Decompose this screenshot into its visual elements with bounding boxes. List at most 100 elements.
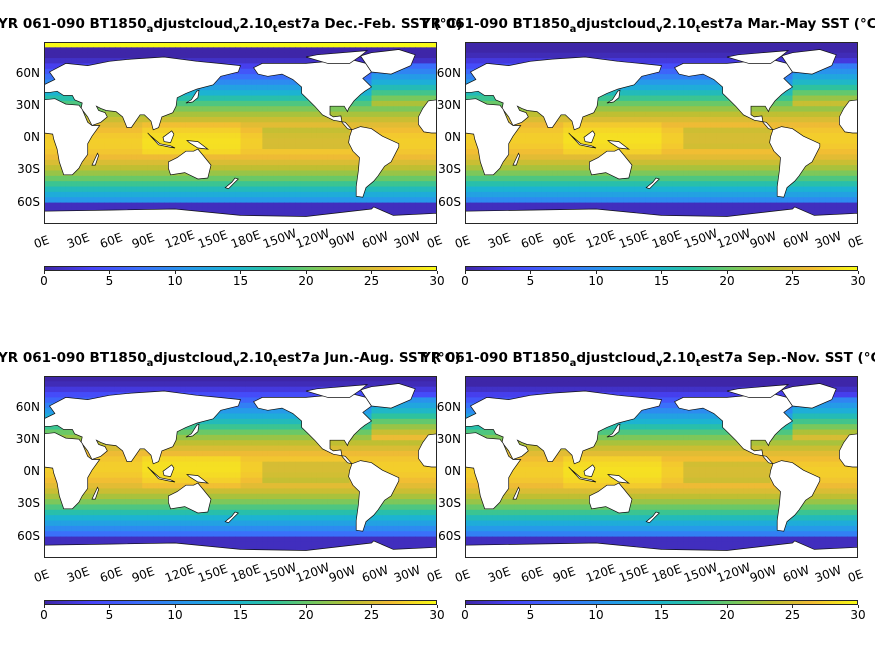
colorbar-tick-label: 25 — [784, 608, 801, 622]
landmass — [360, 383, 416, 409]
lon-label: 60E — [518, 564, 545, 586]
title-fragment: t — [272, 358, 278, 369]
landmass — [147, 466, 176, 483]
landmass — [606, 89, 621, 104]
colorbar-tick-label: 5 — [105, 274, 114, 288]
lat-label: 30N — [436, 432, 461, 447]
landmass — [162, 464, 175, 477]
colorbar — [465, 266, 858, 271]
lat-label: 60N — [436, 66, 461, 81]
landmass — [674, 58, 794, 131]
title-fragment: a — [146, 24, 154, 35]
lat-label: 0N — [444, 130, 461, 145]
landmass — [607, 140, 631, 150]
title-fragment: 2.10 — [239, 350, 273, 366]
colorbar — [44, 266, 437, 271]
landmass — [360, 49, 416, 75]
lon-label: 30W — [392, 228, 423, 252]
lon-label: 120W — [715, 226, 753, 252]
colorbar-tick-mark — [43, 271, 45, 274]
sst-map — [44, 42, 437, 224]
colorbar-tick-mark — [530, 605, 531, 608]
lon-label: 0E — [425, 232, 445, 252]
landmass — [465, 56, 662, 131]
colorbar-tick-label: 10 — [167, 608, 183, 622]
colorbar-tick-label: 10 — [167, 274, 183, 288]
landmass — [224, 177, 239, 190]
landmass — [418, 433, 437, 468]
colorbar-tick-label: 30 — [850, 274, 866, 288]
lat-label: 0N — [23, 130, 40, 145]
lon-label: 0E — [846, 232, 866, 252]
sst-field — [44, 376, 437, 558]
lat-label: 30N — [436, 98, 461, 113]
landmass — [305, 384, 369, 398]
lon-label: 60E — [518, 230, 545, 252]
title-fragment: v — [232, 24, 240, 35]
landmass — [44, 432, 101, 510]
colorbar-tick-label: 20 — [298, 608, 314, 622]
landmass — [185, 89, 200, 104]
landmass — [185, 423, 200, 438]
title-fragment: a — [569, 24, 577, 35]
colorbar-tick-mark — [857, 605, 859, 608]
colorbar-tick-mark — [305, 271, 307, 274]
title-fragment: v — [232, 358, 240, 369]
landmass — [781, 49, 837, 75]
lon-label: 180E — [228, 227, 262, 252]
colorbar-tick-label: 15 — [653, 608, 670, 622]
landmass — [186, 140, 210, 150]
lon-label: 180E — [649, 227, 683, 252]
colorbar-tick-label: 15 — [232, 608, 249, 622]
landmass — [44, 540, 437, 558]
colorbar-tick-label: 25 — [363, 608, 380, 622]
landmass — [583, 130, 596, 143]
colorbar-tick-label: 0 — [40, 608, 48, 622]
colorbar-tick-mark — [792, 271, 793, 274]
title-fragment: YR 061-090 BT1850 — [0, 350, 147, 366]
lon-label: 150E — [616, 561, 651, 586]
landmass — [839, 433, 858, 468]
colorbar-tick-mark — [436, 271, 438, 274]
lat-label: 30S — [17, 162, 40, 177]
landmass — [224, 511, 239, 524]
landmass — [186, 474, 210, 484]
lon-label: 150E — [616, 227, 651, 252]
lon-label: 90E — [551, 564, 578, 586]
lon-label: 0E — [425, 566, 445, 586]
panel-title: YR 061-090 BT1850adjustcloudv2.10test7a … — [421, 16, 875, 35]
landmass — [162, 130, 175, 143]
colorbar-tick-mark — [595, 605, 597, 608]
lat-label: 60S — [438, 194, 461, 209]
colorbar-tick-mark — [464, 271, 466, 274]
landmass — [839, 99, 858, 134]
title-fragment: YR 061-090 BT1850 — [421, 16, 570, 32]
lon-label: 60E — [97, 564, 124, 586]
colorbar-tick-mark — [240, 271, 241, 274]
lon-label: 120E — [584, 227, 618, 252]
lat-label: 30S — [17, 496, 40, 511]
landmass — [147, 132, 176, 149]
lon-label: 120E — [163, 561, 197, 586]
landmass — [568, 466, 597, 483]
sst-field — [465, 376, 858, 558]
colorbar-tick-label: 25 — [363, 274, 380, 288]
landmass — [781, 383, 837, 409]
lon-label: 120W — [294, 226, 332, 252]
colorbar-tick-mark — [109, 605, 110, 608]
lon-label: 180E — [649, 561, 683, 586]
landmass — [44, 206, 437, 224]
sst-map — [465, 42, 858, 224]
colorbar-tick-label: 30 — [429, 274, 445, 288]
lon-label: 30E — [485, 230, 513, 252]
lon-label: 180E — [228, 561, 262, 586]
lon-label: 0E — [453, 566, 473, 586]
landmass — [512, 486, 520, 500]
lon-label: 30E — [64, 564, 92, 586]
lon-label: 90W — [747, 562, 779, 586]
title-fragment: djustcloud — [576, 350, 656, 366]
colorbar-tick-label: 30 — [850, 608, 866, 622]
lon-label: 60W — [780, 562, 811, 586]
colorbar-tick-mark — [174, 271, 176, 274]
landmass — [645, 511, 660, 524]
